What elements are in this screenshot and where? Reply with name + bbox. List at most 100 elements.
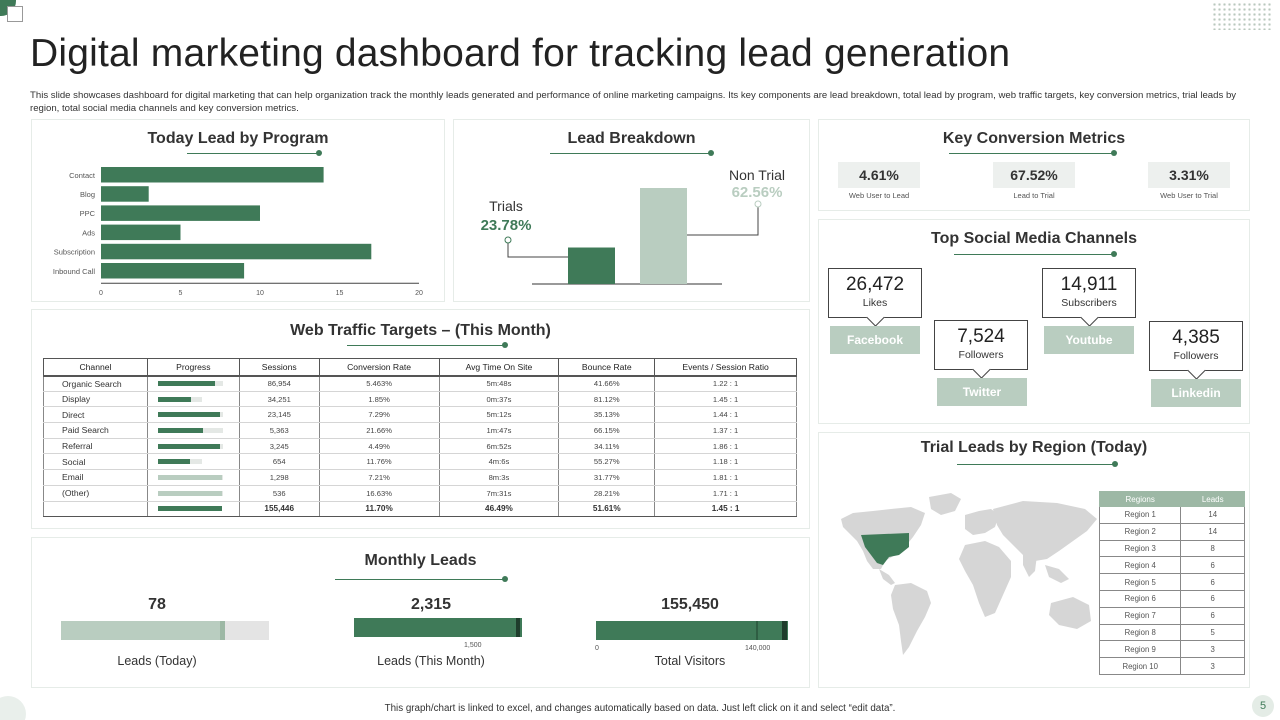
ratio-cell: 1.44 : 1 bbox=[654, 406, 797, 424]
leads-cell: 5 bbox=[1180, 623, 1245, 642]
nontrial-marker bbox=[754, 200, 762, 208]
leads-month-label: Leads (This Month) bbox=[377, 654, 485, 668]
metric-value: 3.31% bbox=[1148, 162, 1230, 188]
panel-title: Key Conversion Metrics bbox=[942, 130, 1126, 147]
bar-fill bbox=[61, 621, 221, 640]
channel-cell: Display bbox=[43, 391, 148, 408]
linkedin-count: 4,385 bbox=[1172, 327, 1220, 348]
map-south-america bbox=[891, 583, 931, 655]
column-header: Progress bbox=[146, 358, 240, 377]
leads-today-bar bbox=[61, 621, 269, 640]
region-cell: Region 10 bbox=[1098, 657, 1182, 675]
region-table: Regions Leads Region 1 14 Region 2 14 Region… bbox=[1098, 491, 1245, 675]
leads-cell: 6 bbox=[1180, 606, 1245, 625]
twitter-button[interactable]: Twitter bbox=[937, 378, 1027, 406]
bounce-cell: 51.61% bbox=[558, 500, 656, 518]
region-cell: Region 1 bbox=[1098, 506, 1182, 524]
table-header-row: Regions Leads bbox=[1098, 491, 1245, 507]
leads-today-label: Leads (Today) bbox=[117, 654, 197, 668]
table-row: Direct 23,145 7.29% 5m:12s 35.13% 1.44 : 1 bbox=[43, 406, 797, 424]
time-cell: 7m:31s bbox=[438, 485, 560, 502]
panel-title: Today Lead by Program bbox=[147, 130, 329, 147]
web-traffic-panel: Web Traffic Targets – (This Month) Chann… bbox=[31, 309, 810, 529]
conv-cell: 7.21% bbox=[318, 469, 440, 486]
conv-cell: 16.63% bbox=[318, 485, 440, 502]
table-row: Referral 3,245 4.49% 6m:52s 34.11% 1.86 : 1 bbox=[43, 438, 797, 455]
twitter-unit: Followers bbox=[958, 349, 1004, 361]
linkedin-button[interactable]: Linkedin bbox=[1151, 379, 1241, 407]
progress-cell bbox=[146, 453, 240, 471]
bounce-cell: 81.12% bbox=[558, 391, 656, 408]
total-visitors-bar bbox=[596, 621, 788, 640]
total-visitors-tick-end: 140,000 bbox=[745, 645, 771, 652]
progress-bar bbox=[157, 459, 229, 465]
channel-cell: (Other) bbox=[43, 485, 148, 502]
leads-cell: 8 bbox=[1180, 539, 1245, 558]
table-row: Paid Search 5,363 21.66% 1m:47s 66.15% 1.37 :… bbox=[43, 422, 797, 439]
metric-value: 67.52% bbox=[993, 162, 1075, 188]
bar bbox=[101, 243, 372, 260]
bar bbox=[101, 205, 260, 221]
trials-marker bbox=[504, 236, 512, 244]
conv-cell: 1.85% bbox=[318, 391, 440, 408]
table-row: Region 10 3 bbox=[1098, 657, 1245, 675]
leads-cell: 3 bbox=[1180, 640, 1245, 659]
youtube-button[interactable]: Youtube bbox=[1044, 326, 1134, 354]
panel-title: Lead Breakdown bbox=[567, 130, 696, 147]
title-rule bbox=[347, 342, 508, 348]
region-cell: Region 6 bbox=[1098, 589, 1182, 608]
bounce-cell: 35.13% bbox=[558, 406, 656, 424]
bounce-cell: 55.27% bbox=[558, 453, 656, 471]
time-cell: 5m:48s bbox=[438, 375, 560, 392]
leads-cell: 3 bbox=[1180, 657, 1245, 675]
title-rule bbox=[949, 150, 1117, 156]
progress-cell bbox=[146, 500, 240, 518]
dot-pattern-decoration bbox=[1212, 2, 1272, 30]
leads-today-value: 78 bbox=[148, 596, 166, 613]
progress-cell bbox=[146, 469, 240, 486]
total-visitors-tick-start: 0 bbox=[595, 645, 599, 652]
panel-title: Web Traffic Targets – (This Month) bbox=[290, 322, 551, 339]
table-row: Display 34,251 1.85% 0m:37s 81.12% 1.45 : 1 bbox=[43, 391, 797, 408]
leads-cell: 6 bbox=[1180, 589, 1245, 608]
lead-breakdown-chart: Trials 23.78% Non Trial 62.56% bbox=[481, 167, 785, 285]
bounce-cell: 28.21% bbox=[558, 485, 656, 502]
title-rule bbox=[550, 150, 714, 156]
facebook-button[interactable]: Facebook bbox=[830, 326, 920, 354]
bar-mark bbox=[756, 621, 758, 640]
conv-cell: 11.70% bbox=[318, 500, 440, 518]
bar bbox=[101, 263, 245, 279]
bounce-cell: 34.11% bbox=[558, 438, 656, 455]
bounce-cell: 41.66% bbox=[558, 375, 656, 392]
title-rule bbox=[335, 576, 508, 582]
web-traffic-table: Channel Progress Sessions Conversion Rat… bbox=[43, 358, 797, 518]
map-greenland bbox=[929, 493, 961, 515]
bar-fill bbox=[596, 621, 788, 640]
sessions-cell: 654 bbox=[238, 453, 320, 471]
title-rule bbox=[954, 251, 1117, 257]
ratio-cell: 1.18 : 1 bbox=[654, 453, 797, 471]
leads-cell: 6 bbox=[1180, 573, 1245, 591]
sessions-cell: 34,251 bbox=[238, 391, 320, 408]
ratio-cell: 1.45 : 1 bbox=[654, 391, 797, 408]
column-header: Bounce Rate bbox=[558, 358, 656, 377]
metric-label: Lead to Trial bbox=[1013, 191, 1055, 200]
map-europe bbox=[965, 509, 999, 535]
conv-cell: 21.66% bbox=[318, 422, 440, 439]
world-map bbox=[841, 493, 1097, 655]
time-cell: 6m:52s bbox=[438, 438, 560, 455]
sessions-cell: 23,145 bbox=[238, 406, 320, 424]
tick-label: 5 bbox=[179, 290, 183, 297]
table-header-row: Channel Progress Sessions Conversion Rat… bbox=[43, 358, 797, 377]
channel-cell: Email bbox=[43, 469, 148, 486]
table-row: Email 1,298 7.21% 8m:3s 31.77% 1.81 : 1 bbox=[43, 469, 797, 486]
conv-cell: 7.29% bbox=[318, 406, 440, 424]
leads-month-value: 2,315 bbox=[410, 596, 452, 613]
monthly-leads-panel: Monthly Leads 78 Leads (Today) 2,315 1,5… bbox=[31, 537, 810, 688]
facebook-count: 26,472 bbox=[845, 274, 905, 295]
progress-bar bbox=[157, 381, 229, 387]
sessions-cell: 155,446 bbox=[238, 500, 320, 518]
